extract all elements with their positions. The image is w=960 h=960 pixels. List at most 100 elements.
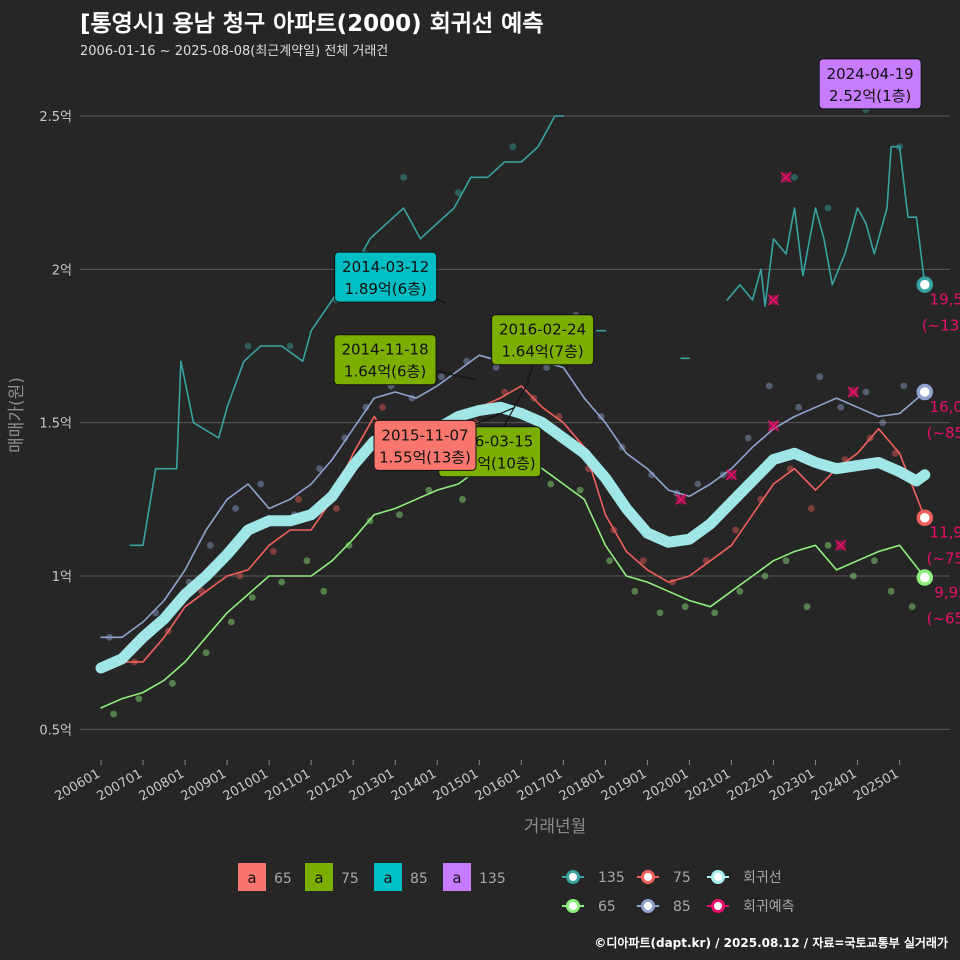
x-tick-label: 201901	[599, 766, 649, 804]
y-tick-label: 2.5억	[39, 110, 72, 125]
scatter-point-65	[425, 486, 433, 494]
legend-label-key-85	[374, 863, 402, 891]
chart-credit: ©디아파트(dapt.kr) / 2025.08.12 / 자료=국토교통부 실…	[594, 936, 948, 950]
y-tick-label: 2억	[52, 263, 72, 278]
scatter-point-65	[303, 557, 311, 565]
x-tick-label: 202201	[725, 766, 775, 804]
scatter-point-65	[711, 609, 719, 617]
legend-label-glyph: a	[383, 869, 392, 887]
legend-line-name: 75	[673, 870, 691, 886]
callout-price: 1.55억(13층)	[379, 448, 471, 466]
scatter-point-75	[891, 449, 899, 457]
legend-line-name: 65	[598, 899, 616, 915]
end-point-65	[916, 569, 934, 586]
scatter-point-85	[795, 403, 803, 411]
end-point-135	[916, 276, 934, 293]
scatter-point-75	[379, 403, 387, 411]
scatter-point-135	[509, 143, 517, 151]
x-tick-label: 201001	[221, 766, 271, 804]
x-tick-label: 201101	[263, 766, 313, 804]
x-tick-label: 200701	[95, 766, 145, 804]
legend-line-marker	[711, 870, 725, 884]
forecast-mark	[767, 420, 780, 432]
scatter-point-135	[244, 342, 252, 350]
end-point-85	[916, 383, 934, 401]
end-area-label: (~75㎡)	[927, 550, 960, 568]
x-tick-label: 201201	[305, 766, 355, 804]
callout-price: 2.52억(1층)	[829, 87, 911, 105]
forecast-mark	[675, 493, 687, 505]
series-line-65	[100, 458, 926, 709]
scatter-point-65	[320, 587, 328, 595]
callout-date: 2015-11-07	[381, 426, 468, 444]
legend-line-name: 회귀예측	[743, 899, 795, 915]
end-value-label: 16,000	[930, 398, 960, 416]
scatter-point-65	[169, 679, 176, 687]
forecast-mark	[780, 171, 792, 183]
legend-line-marker	[566, 899, 580, 913]
scatter-point-65	[761, 572, 769, 580]
scatter-point-75	[236, 572, 244, 580]
series-line-85	[100, 345, 926, 639]
scatter-point-65	[782, 557, 790, 565]
x-tick-label: 202001	[641, 766, 691, 804]
end-area-label: (~135㎡)	[922, 317, 960, 335]
legend-label-name: 65	[274, 871, 292, 887]
x-tick-label: 200601	[53, 766, 103, 804]
legend-line-name: 85	[673, 899, 691, 915]
scatter-point-85	[648, 471, 655, 479]
scatter-point-65	[870, 557, 878, 565]
scatter-point-85	[316, 465, 323, 473]
end-value-label: 19,500	[930, 291, 960, 309]
legend-label-name: 135	[479, 871, 506, 887]
scatter-point-135	[286, 342, 294, 350]
x-tick-label: 200801	[137, 766, 187, 804]
x-tick-label: 202301	[767, 766, 817, 804]
callout-box	[818, 58, 922, 110]
scatter-point-85	[837, 403, 845, 411]
end-value-label: 9,950	[934, 584, 960, 602]
scatter-point-75	[332, 505, 340, 512]
x-tick-label: 202401	[809, 766, 859, 804]
scatter-point-65	[736, 587, 744, 595]
scatter-point-75	[639, 557, 647, 565]
callout-box	[333, 334, 437, 386]
scatter-point-75	[295, 495, 302, 503]
callout-date: 2016-02-24	[499, 321, 586, 339]
x-tick-label: 202501	[851, 766, 901, 804]
scatter-point-85	[900, 382, 908, 390]
chart-title: [통영시] 용남 청구 아파트(2000) 회귀선 예측	[80, 11, 544, 37]
end-area-label: (~85㎡)	[927, 424, 960, 442]
scatter-point-85	[438, 373, 445, 381]
chart-subtitle: 2006-01-16 ~ 2025-08-08(최근계약일) 전체 거래건	[80, 44, 389, 59]
x-tick-label: 202101	[683, 766, 733, 804]
legend-label-key-65	[238, 863, 266, 891]
forecast-mark	[847, 386, 859, 398]
scatter-point-85	[257, 480, 265, 488]
series-line-75	[117, 385, 926, 663]
forecast-mark	[767, 294, 780, 306]
scatter-point-75	[732, 526, 740, 534]
callout-date: 2014-03-12	[342, 258, 429, 276]
scatter-point-65	[824, 541, 832, 549]
forecast-mark	[835, 539, 847, 551]
scatter-point-85	[232, 505, 239, 512]
scatter-point-65	[135, 695, 143, 703]
legend-line-marker	[641, 870, 655, 884]
scatter-point-65	[547, 480, 555, 488]
legend-label-key-135	[443, 863, 471, 891]
scatter-point-65	[631, 587, 639, 595]
scatter-point-65	[887, 587, 895, 595]
x-tick-label: 201701	[515, 766, 565, 804]
scatter-point-65	[576, 486, 584, 494]
x-axis-title: 거래년월	[524, 817, 587, 837]
x-tick-label: 201601	[473, 766, 523, 804]
legend-line-name: 135	[598, 870, 625, 886]
callout-price: 1.89억(6층)	[345, 280, 427, 298]
scatter-point-65	[345, 541, 353, 549]
callout-price: 1.64억(6층)	[344, 363, 426, 381]
end-point-75	[916, 509, 934, 526]
regression-line	[95, 401, 931, 674]
scatter-point-75	[501, 388, 508, 396]
x-tick-label: 201401	[389, 766, 439, 804]
